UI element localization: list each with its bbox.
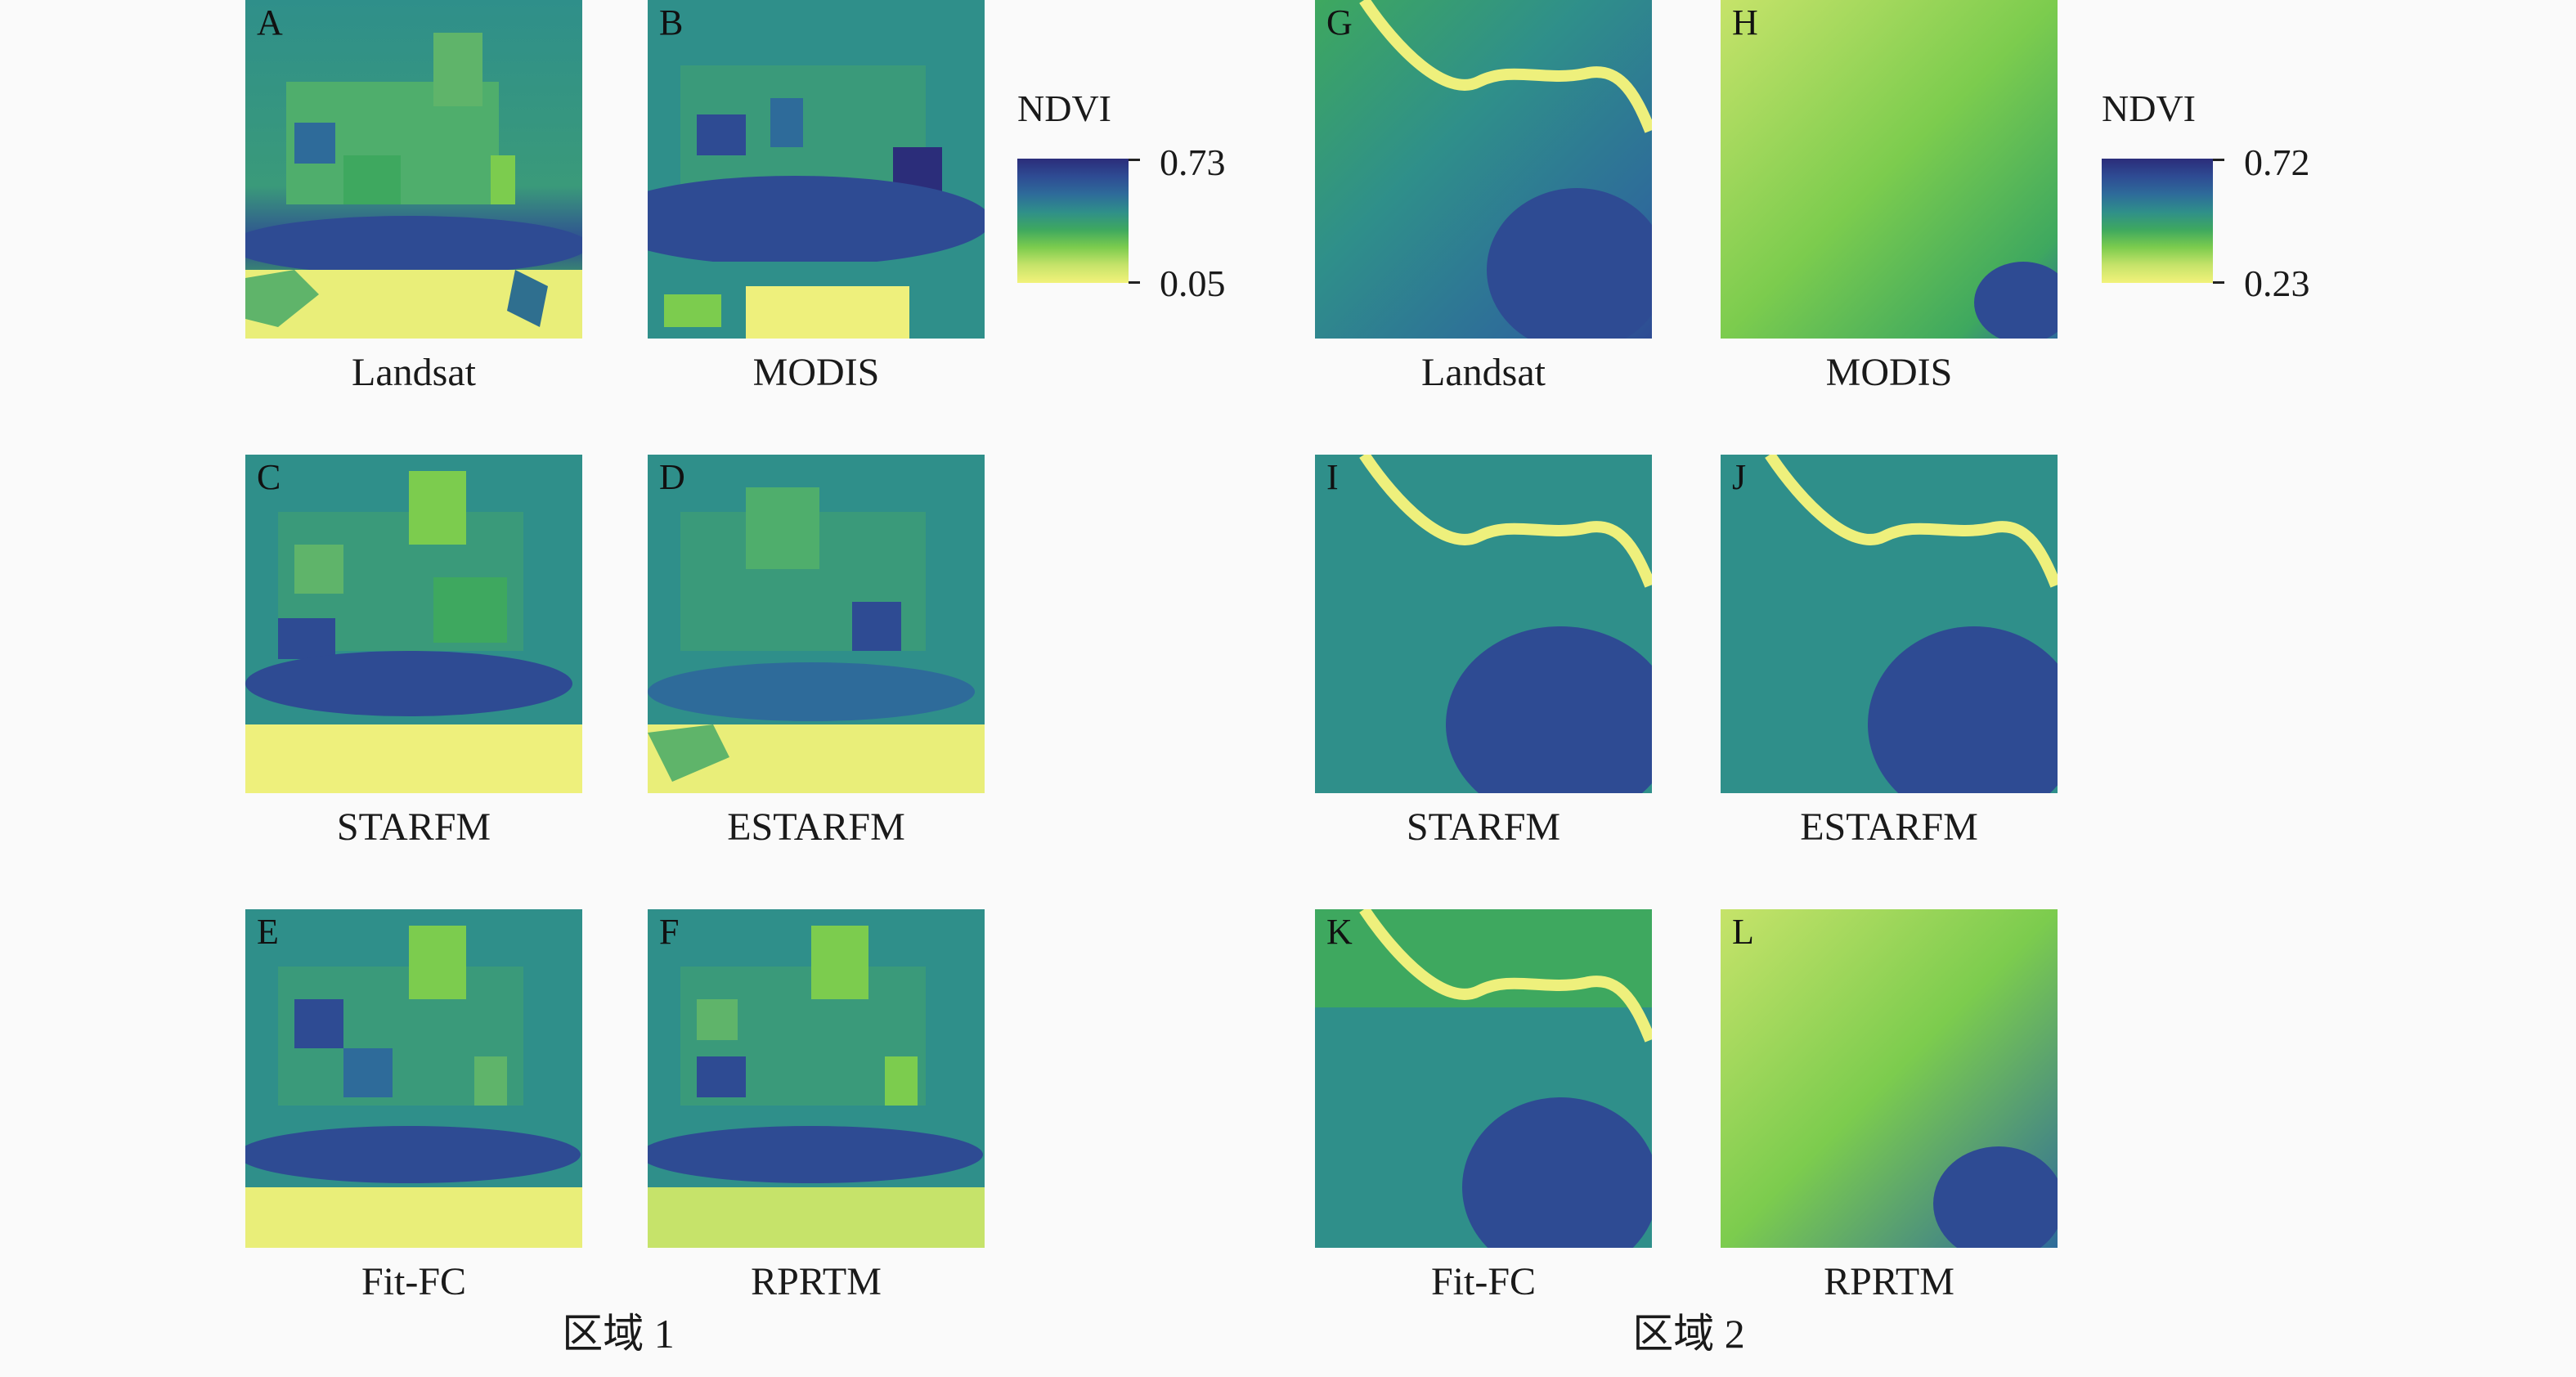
panel-l: L RPRTM: [1721, 909, 2058, 1302]
panel-caption: Fit-FC: [361, 1260, 467, 1303]
ndvi-map-c: [245, 455, 582, 793]
ndvi-map-k: [1315, 909, 1652, 1248]
panel-letter: H: [1732, 2, 1758, 43]
panel-letter: A: [257, 2, 283, 43]
ndvi-map-e: [245, 909, 582, 1248]
panel-caption: ESTARFM: [1800, 805, 1978, 849]
panel-letter: K: [1326, 912, 1353, 952]
panel-caption: RPRTM: [1824, 1260, 1954, 1303]
colorbar-title: NDVI: [1017, 87, 1111, 129]
panel-letter: G: [1326, 2, 1353, 43]
ndvi-map-b: [648, 0, 985, 339]
panel-letter: L: [1732, 912, 1754, 952]
panel-letter: J: [1732, 457, 1747, 497]
panel-caption: MODIS: [1825, 351, 1953, 394]
panel-c: C STARFM: [245, 455, 582, 847]
panel-letter: D: [659, 457, 685, 497]
ndvi-map-f: [648, 909, 985, 1248]
colorbar-title: NDVI: [2102, 87, 2196, 129]
ndvi-map-h: [1721, 0, 2058, 339]
panel-k: K Fit-FC: [1315, 909, 1652, 1302]
panel-e: E Fit-FC: [245, 909, 582, 1302]
panel-h: H MODIS: [1721, 0, 2058, 392]
panel-caption: STARFM: [1406, 805, 1561, 849]
colorbar-ramp: [1017, 159, 1129, 283]
ndvi-map-i: [1315, 455, 1652, 793]
panel-caption: RPRTM: [751, 1260, 882, 1303]
ndvi-map-d: [648, 455, 985, 793]
panel-b: B MODIS: [648, 0, 985, 392]
panel-caption: Landsat: [352, 351, 476, 394]
panel-i: I STARFM: [1315, 455, 1652, 847]
panel-a: A Landsat: [245, 0, 582, 392]
colorbar-tick: [1129, 159, 1140, 161]
panel-g: G Landsat: [1315, 0, 1652, 392]
colorbar-max-label: 0.73: [1160, 141, 1226, 183]
colorbar-tick: [2213, 159, 2224, 161]
panel-letter: B: [659, 2, 684, 43]
panel-d: D ESTARFM: [648, 455, 985, 847]
panel-f: F RPRTM: [648, 909, 985, 1302]
panel-caption: STARFM: [336, 805, 491, 849]
panel-letter: I: [1326, 457, 1339, 497]
panel-caption: Landsat: [1421, 351, 1546, 394]
panel-caption: MODIS: [752, 351, 880, 394]
panel-letter: C: [257, 457, 281, 497]
region2-title: 区域 2: [1632, 1311, 1745, 1357]
colorbar-max-label: 0.72: [2244, 141, 2310, 183]
colorbar-min-label: 0.23: [2244, 262, 2310, 304]
ndvi-map-a: [245, 0, 582, 339]
region1-title: 区域 1: [562, 1311, 675, 1357]
panel-letter: E: [257, 912, 279, 952]
panel-j: J ESTARFM: [1721, 455, 2058, 847]
ndvi-map-j: [1721, 455, 2058, 793]
colorbar-tick: [1129, 281, 1140, 284]
panel-caption: Fit-FC: [1430, 1260, 1537, 1303]
ndvi-map-g: [1315, 0, 1652, 339]
panel-letter: F: [659, 912, 680, 952]
panel-caption: ESTARFM: [727, 805, 905, 849]
colorbar-min-label: 0.05: [1160, 262, 1226, 304]
ndvi-map-l: [1721, 909, 2058, 1248]
colorbar-tick: [2213, 281, 2224, 284]
colorbar-ramp: [2102, 159, 2213, 283]
